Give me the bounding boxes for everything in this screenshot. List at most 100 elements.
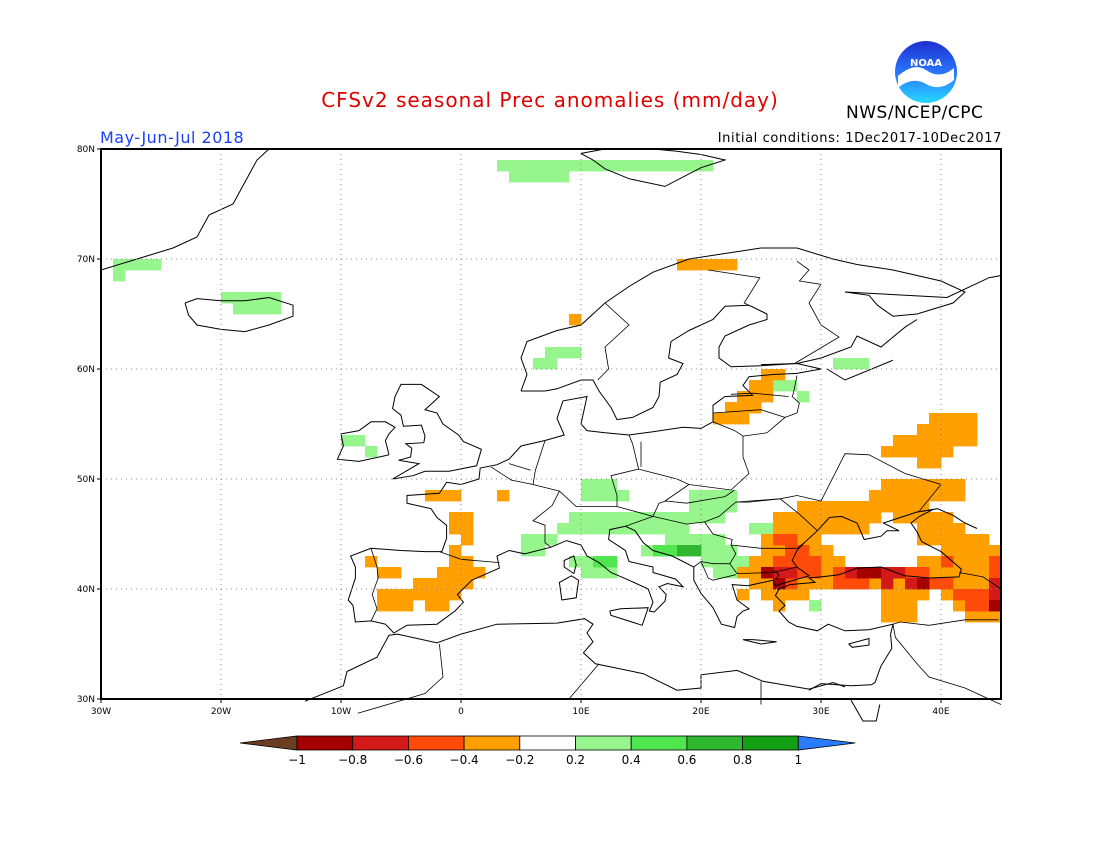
anomaly-cell [965, 545, 978, 557]
agency-label: NWS/NCEP/CPC [846, 103, 984, 123]
anomaly-cell [965, 435, 978, 447]
anomaly-cell [761, 589, 774, 601]
anomaly-cell [581, 479, 594, 491]
border-line [568, 663, 600, 700]
anomaly-cell [701, 534, 714, 546]
anomaly-cell [641, 545, 654, 557]
anomaly-cell [365, 556, 378, 568]
anomaly-cell [449, 523, 462, 535]
anomaly-cell [569, 512, 582, 524]
anomaly-cell [881, 578, 894, 590]
anomaly-cell [533, 171, 546, 183]
anomaly-cell [989, 556, 1002, 568]
anomaly-cell [857, 578, 870, 590]
anomaly-cell [833, 578, 846, 590]
colorbar-box [742, 735, 799, 751]
anomaly-cell [881, 446, 894, 458]
anomaly-cell [761, 391, 774, 403]
anomaly-cell [749, 391, 762, 403]
anomaly-cell [641, 160, 654, 172]
anomaly-cell [917, 534, 930, 546]
anomaly-cell [233, 292, 246, 304]
anomaly-cell [713, 490, 726, 502]
colorbar-label: −0.2 [505, 753, 534, 767]
anomaly-cell [713, 534, 726, 546]
anomaly-cell [533, 545, 546, 557]
anomaly-cell [917, 490, 930, 502]
anomaly-cell [449, 545, 462, 557]
anomaly-cell [845, 501, 858, 513]
coastline [520, 247, 1002, 392]
anomaly-cell [761, 380, 774, 392]
anomaly-cell [785, 556, 798, 568]
anomaly-cell [749, 523, 762, 535]
border-line [794, 260, 840, 364]
anomaly-cell [653, 160, 666, 172]
anomaly-cell [605, 556, 618, 568]
anomaly-cell [689, 160, 702, 172]
anomaly-cell [569, 523, 582, 535]
coastline [609, 607, 649, 626]
anomaly-cell [605, 160, 618, 172]
anomaly-cell [941, 424, 954, 436]
anomaly-cell [917, 567, 930, 579]
anomaly-cell [605, 479, 618, 491]
anomaly-cell [809, 567, 822, 579]
colorbar-box [352, 735, 409, 751]
anomaly-cell [905, 435, 918, 447]
anomaly-cell [905, 578, 918, 590]
initial-conditions: Initial conditions: 1Dec2017-10Dec2017 [717, 131, 1002, 146]
anomaly-cell [977, 534, 990, 546]
colorbar-box [296, 735, 354, 751]
anomaly-cell [437, 567, 450, 579]
anomaly-cell [677, 259, 690, 271]
colorbar-label: 0.8 [733, 753, 752, 767]
lon-tick-label: 30W [91, 707, 111, 717]
anomaly-cell [809, 556, 822, 568]
anomaly-cell [725, 501, 738, 513]
anomaly-cell [845, 523, 858, 535]
anomaly-cell [989, 589, 1002, 601]
anomaly-cell [857, 512, 870, 524]
anomaly-cell [737, 391, 750, 403]
colorbar: −1 −0.8 −0.6 −0.4 −0.2 0.2 0.4 0.6 0.8 1 [239, 735, 856, 767]
lat-tick-label: 50N [77, 475, 95, 485]
anomaly-cell [665, 512, 678, 524]
coastline [742, 639, 777, 645]
anomaly-cell [881, 567, 894, 579]
anomaly-cell [341, 435, 354, 447]
border-line [370, 548, 379, 622]
anomaly-cell [581, 490, 594, 502]
anomaly-cell [413, 578, 426, 590]
anomaly-cell [881, 600, 894, 612]
anomaly-cell [929, 512, 942, 524]
anomaly-cell [749, 556, 762, 568]
anomaly-cells [113, 160, 1002, 623]
anomaly-cell [809, 600, 822, 612]
anomaly-cell [785, 512, 798, 524]
anomaly-cell [893, 567, 906, 579]
anomaly-cell [977, 567, 990, 579]
anomaly-cell [773, 534, 786, 546]
anomaly-cell [881, 479, 894, 491]
anomaly-cell [725, 402, 738, 414]
anomaly-cell [941, 446, 954, 458]
anomaly-cell [593, 556, 606, 568]
anomaly-cell [785, 589, 798, 601]
anomaly-cell [593, 160, 606, 172]
anomaly-cell [821, 512, 834, 524]
border-line [712, 409, 786, 418]
anomaly-cell [929, 435, 942, 447]
anomaly-cell [797, 556, 810, 568]
anomaly-cell [533, 534, 546, 546]
anomaly-cell [893, 600, 906, 612]
anomaly-cell [965, 424, 978, 436]
anomaly-cell [893, 501, 906, 513]
anomaly-cell [965, 534, 978, 546]
anomaly-cell [689, 259, 702, 271]
anomaly-cell [365, 446, 378, 458]
anomaly-cell [761, 578, 774, 590]
anomaly-cell [953, 545, 966, 557]
colorbar-label: 1 [794, 753, 802, 767]
anomaly-cell [641, 512, 654, 524]
